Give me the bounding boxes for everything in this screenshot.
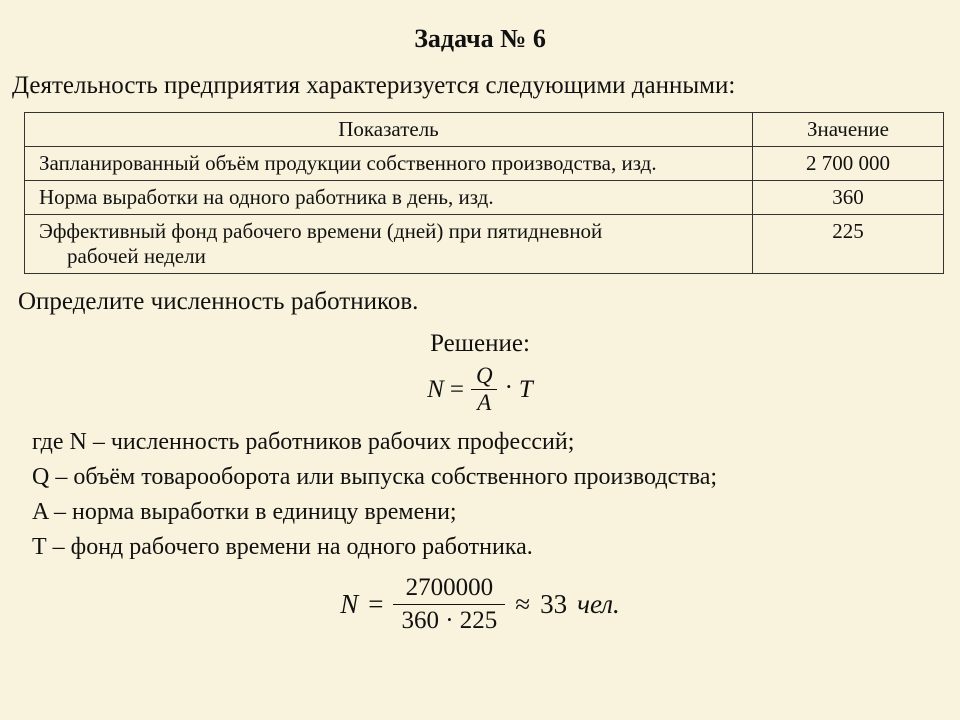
row1-value: 2 700 000: [753, 147, 944, 181]
table-row: Эффективный фонд рабочего времени (дней)…: [25, 215, 944, 274]
variable-definitions: где N – численность работников рабочих п…: [32, 425, 948, 564]
fraction: Q A: [470, 364, 499, 415]
equals-sign: =: [368, 589, 383, 620]
calc-denominator: 360 · 225: [393, 604, 505, 635]
formula-definition: N = Q A · T: [12, 364, 948, 415]
row3-label: Эффективный фонд рабочего времени (дней)…: [25, 215, 753, 274]
calc-lhs: N: [340, 589, 358, 620]
formula-rhs: T: [519, 376, 533, 404]
calc-fraction: 2700000 360 · 225: [393, 574, 505, 634]
def-q: Q – объём товарооборота или выпуска собс…: [32, 460, 948, 495]
row3-value: 225: [753, 215, 944, 274]
fraction-numerator: Q: [470, 364, 499, 389]
calc-unit: чел.: [577, 589, 620, 620]
formula-calculation: N = 2700000 360 · 225 ≈ 33 чел.: [12, 574, 948, 634]
row1-label: Запланированный объём продукции собствен…: [25, 147, 753, 181]
header-label: Показатель: [25, 113, 753, 147]
formula-lhs: N: [427, 376, 444, 404]
fraction-denominator: A: [471, 389, 497, 415]
calc-result: 33: [540, 589, 567, 620]
row3-label-line2: рабочей недели: [39, 244, 742, 269]
table-header-row: Показатель Значение: [25, 113, 944, 147]
multiply-dot: ·: [505, 374, 513, 402]
header-value: Значение: [753, 113, 944, 147]
solution-heading: Решение:: [12, 330, 948, 358]
task-text: Определите численность работников.: [18, 288, 948, 316]
approx-sign: ≈: [515, 589, 530, 620]
row2-value: 360: [753, 181, 944, 215]
problem-title: Задача № 6: [12, 24, 948, 54]
table-row: Запланированный объём продукции собствен…: [25, 147, 944, 181]
data-table: Показатель Значение Запланированный объё…: [24, 112, 944, 274]
def-n: где N – численность работников рабочих п…: [32, 425, 948, 460]
def-a: A – норма выработки в единицу времени;: [32, 495, 948, 530]
intro-text: Деятельность предприятия характеризуется…: [12, 72, 948, 100]
row2-label: Норма выработки на одного работника в де…: [25, 181, 753, 215]
table-row: Норма выработки на одного работника в де…: [25, 181, 944, 215]
row3-label-line1: Эффективный фонд рабочего времени (дней)…: [39, 219, 602, 243]
page: Задача № 6 Деятельность предприятия хара…: [0, 0, 960, 720]
def-t: Т – фонд рабочего времени на одного рабо…: [32, 530, 948, 565]
equals-sign: =: [450, 376, 464, 404]
calc-numerator: 2700000: [398, 574, 502, 604]
